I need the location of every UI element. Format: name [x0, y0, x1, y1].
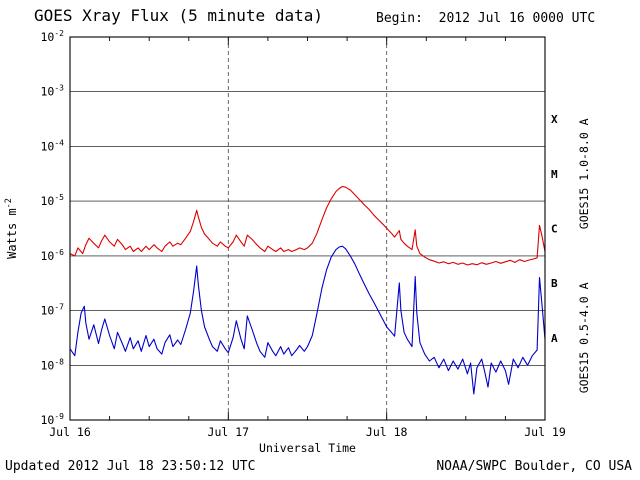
svg-text:10-3: 10-3 [41, 84, 65, 99]
goes15-short-series-label: GOES15 0.5-4.0 A [577, 282, 591, 393]
svg-text:C: C [551, 223, 558, 236]
axis-ticks [69, 37, 546, 420]
svg-text:10-7: 10-7 [41, 303, 65, 318]
svg-text:10-5: 10-5 [41, 193, 65, 208]
svg-text:A: A [551, 332, 558, 345]
day-divider-lines [227, 37, 388, 420]
updated-timestamp: Updated 2012 Jul 18 23:50:12 UTC [5, 459, 256, 474]
goes15-long-series-label: GOES15 1.0-8.0 A [577, 118, 591, 229]
svg-text:M: M [551, 168, 558, 181]
svg-text:10-2: 10-2 [41, 29, 65, 44]
svg-text:10-6: 10-6 [41, 248, 65, 263]
svg-text:B: B [551, 277, 558, 290]
flare-class-scale: X M C B A [551, 113, 558, 345]
chart-title: GOES Xray Flux (5 minute data) [34, 6, 323, 25]
begin-timestamp: Begin: 2012 Jul 16 0000 UTC [376, 11, 596, 26]
svg-text:Jul 17: Jul 17 [208, 425, 250, 439]
svg-text:10-9: 10-9 [41, 412, 65, 427]
plot-frame [69, 36, 546, 421]
x-axis-title: Universal Time [259, 441, 356, 455]
svg-text:Jul 18: Jul 18 [366, 425, 408, 439]
source-attribution: NOAA/SWPC Boulder, CO USA [436, 459, 632, 474]
decade-gridlines [70, 91, 545, 366]
svg-text:10-4: 10-4 [41, 138, 65, 153]
y-axis-title: Watts m-2 [4, 198, 19, 259]
goes15-long-series-line [69, 185, 546, 266]
svg-text:Jul 19: Jul 19 [524, 425, 566, 439]
svg-text:10-8: 10-8 [41, 357, 65, 372]
y-axis-tick-labels: 10-2 10-3 10-4 10-5 10-6 10-7 10-8 10-9 [41, 29, 65, 427]
svg-text:Jul 16: Jul 16 [49, 425, 91, 439]
x-axis-tick-labels: Jul 16 Jul 17 Jul 18 Jul 19 [49, 425, 566, 439]
svg-text:X: X [551, 113, 558, 126]
goes15-short-series-line [69, 245, 546, 395]
